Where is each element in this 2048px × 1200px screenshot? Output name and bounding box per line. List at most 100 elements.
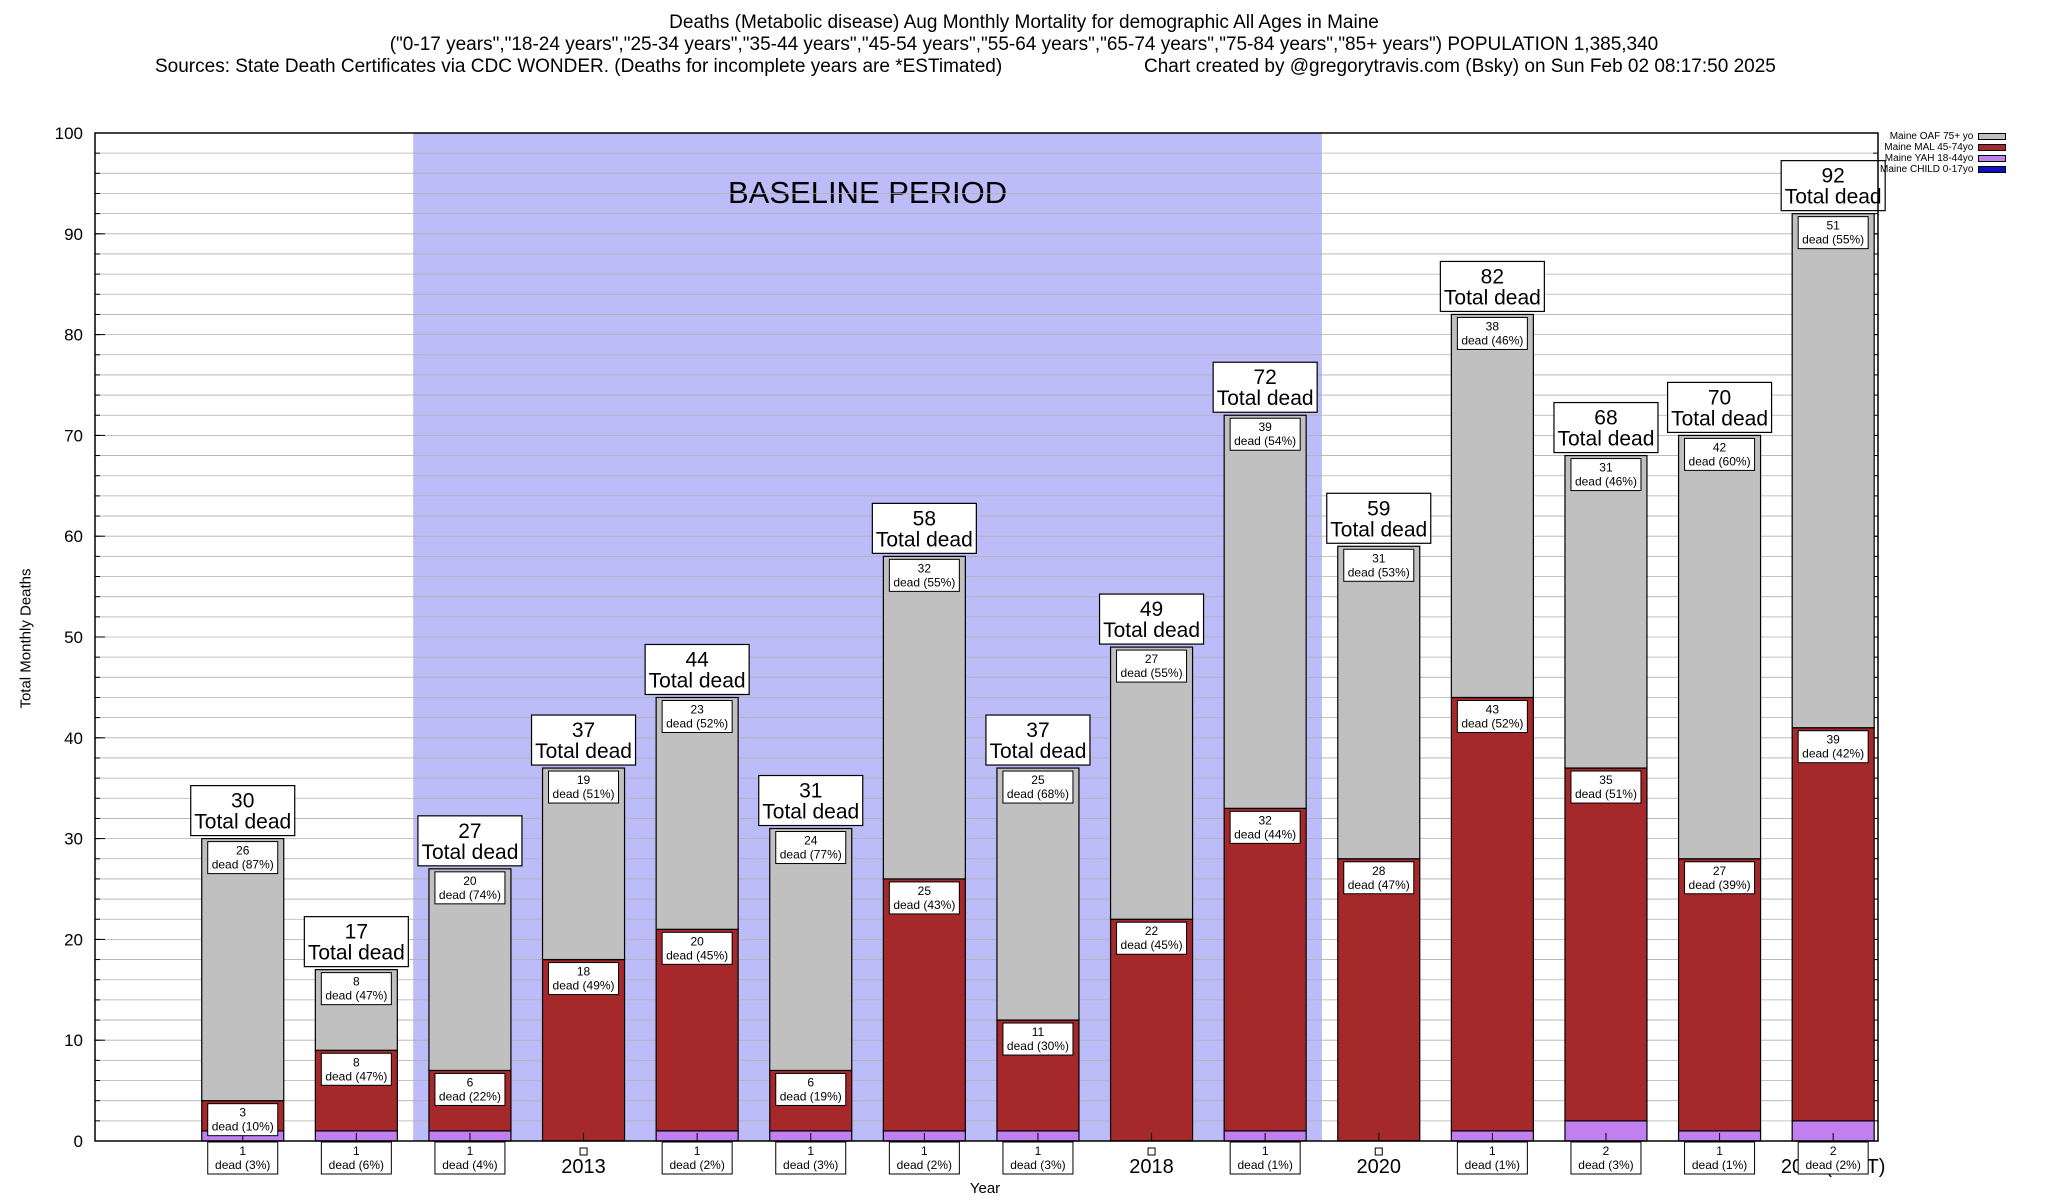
- data-label-box: [207, 841, 279, 875]
- bar-segment: [1450, 696, 1534, 1132]
- data-label-value: 3: [239, 1106, 246, 1120]
- data-label-box: [1002, 1022, 1074, 1056]
- data-label-value: 51: [1826, 219, 1840, 233]
- data-label-percent: dead (54%): [1234, 434, 1296, 448]
- data-label-value: 11: [1032, 1025, 1045, 1039]
- data-label-value: 1: [353, 1144, 360, 1158]
- data-label-percent: dead (2%): [1805, 1158, 1860, 1172]
- data-label-box: [888, 1141, 960, 1175]
- bar-segment: [1223, 414, 1307, 809]
- data-label-box: [661, 931, 733, 965]
- legend-swatch-yah: [1978, 155, 2007, 162]
- bar-segment: [1564, 454, 1648, 769]
- y-tick-label: 10: [64, 1031, 83, 1050]
- total-label-value: 31: [799, 780, 822, 803]
- total-label-box: [985, 714, 1091, 766]
- title-line-2: ("0-17 years","18-24 years","25-34 years…: [389, 34, 1659, 55]
- bar-segment: [1450, 313, 1534, 699]
- data-label-value: 25: [1031, 773, 1045, 787]
- data-label-box: [434, 871, 506, 905]
- legend-swatch-child: [1978, 166, 2007, 173]
- bar-segment: [1337, 858, 1421, 1142]
- data-label-box: [1343, 548, 1415, 582]
- bar-segment: [1791, 213, 1875, 729]
- data-label-value: 20: [690, 934, 704, 948]
- data-label-percent: dead (3%): [215, 1158, 270, 1172]
- credit-text: Chart created by @gregorytravis.com (Bsk…: [1144, 56, 1776, 77]
- data-label-percent: dead (87%): [212, 858, 274, 872]
- total-label-text: Total dead: [194, 811, 291, 834]
- total-label-value: 70: [1708, 386, 1731, 409]
- data-label-percent: dead (55%): [1802, 233, 1864, 247]
- empty-label-marker: [1374, 1147, 1383, 1156]
- data-label-box: [1116, 649, 1188, 683]
- total-label-box: [1326, 492, 1432, 544]
- data-label-percent: dead (47%): [325, 989, 387, 1003]
- data-label-value: 1: [694, 1144, 701, 1158]
- data-label-value: 20: [463, 874, 477, 888]
- total-label-value: 37: [572, 719, 595, 742]
- data-label-box: [1343, 861, 1415, 895]
- data-label-box: [1229, 1141, 1301, 1175]
- data-label-value: 26: [236, 844, 250, 858]
- total-label-value: 72: [1253, 366, 1276, 389]
- total-label-value: 44: [685, 648, 709, 671]
- total-label-box: [758, 774, 864, 827]
- chart-legend: Maine OAF 75+ yo Maine MAL 45-74yo Maine…: [1880, 131, 2007, 175]
- data-label-percent: dead (77%): [780, 848, 842, 862]
- data-label-box: [661, 1141, 733, 1175]
- bar-segment: [769, 827, 853, 1072]
- data-label-percent: dead (4%): [442, 1158, 497, 1172]
- y-tick-label: 0: [74, 1132, 83, 1151]
- bar-segment: [996, 767, 1080, 1021]
- baseline-period-label: BASELINE PERIOD: [728, 175, 1007, 210]
- data-label-box: [1797, 1141, 1869, 1175]
- total-label-value: 82: [1481, 265, 1504, 288]
- data-label-value: 22: [1145, 924, 1159, 938]
- data-label-box: [1684, 1141, 1756, 1175]
- data-label-box: [1570, 1141, 1642, 1175]
- legend-entry-oaf: Maine OAF 75+ yo: [1880, 131, 2007, 142]
- data-label-value: 2: [1830, 1144, 1837, 1158]
- total-label-text: Total dead: [535, 740, 632, 763]
- data-label-value: 28: [1372, 864, 1386, 878]
- data-label-percent: dead (52%): [666, 716, 728, 730]
- legend-label-mal: Maine MAL 45-74yo: [1884, 142, 1974, 153]
- total-label-text: Total dead: [1103, 619, 1200, 642]
- y-tick-label: 30: [64, 830, 83, 849]
- data-label-percent: dead (52%): [1461, 716, 1523, 730]
- y-axis-label: Total Monthly Deaths: [17, 568, 35, 709]
- x-tick-label: 2013: [561, 1156, 606, 1178]
- data-label-value: 39: [1258, 420, 1272, 434]
- bar-segment: [1109, 646, 1194, 920]
- total-label-box: [1780, 160, 1886, 212]
- x-axis-label: Year: [969, 1180, 1001, 1197]
- total-label-box: [1098, 593, 1205, 645]
- data-label-box: [1684, 861, 1756, 895]
- data-label-value: 8: [353, 975, 360, 989]
- data-label-percent: dead (53%): [1348, 565, 1410, 579]
- data-label-percent: dead (55%): [1121, 666, 1183, 680]
- data-label-value: 35: [1599, 773, 1613, 787]
- data-label-value: 23: [690, 702, 704, 716]
- total-label-text: Total dead: [421, 841, 518, 864]
- legend-entry-mal: Maine MAL 45-74yo: [1880, 142, 2007, 153]
- bar-segment: [882, 555, 966, 880]
- total-label-box: [871, 502, 977, 554]
- data-label-box: [1797, 216, 1869, 250]
- data-label-percent: dead (44%): [1234, 827, 1296, 841]
- data-label-percent: dead (1%): [1465, 1158, 1520, 1172]
- data-label-percent: dead (3%): [783, 1158, 838, 1172]
- legend-swatch-mal: [1978, 144, 2007, 151]
- total-label-text: Total dead: [989, 740, 1086, 763]
- data-label-box: [1002, 770, 1074, 804]
- data-label-value: 39: [1826, 733, 1840, 747]
- data-label-value: 1: [1489, 1144, 1496, 1158]
- y-tick-label: 90: [64, 225, 83, 244]
- data-label-box: [548, 770, 620, 804]
- data-label-box: [1002, 1141, 1074, 1175]
- legend-swatch-oaf: [1978, 133, 2007, 140]
- data-label-value: 18: [577, 965, 591, 979]
- data-label-percent: dead (43%): [893, 898, 955, 912]
